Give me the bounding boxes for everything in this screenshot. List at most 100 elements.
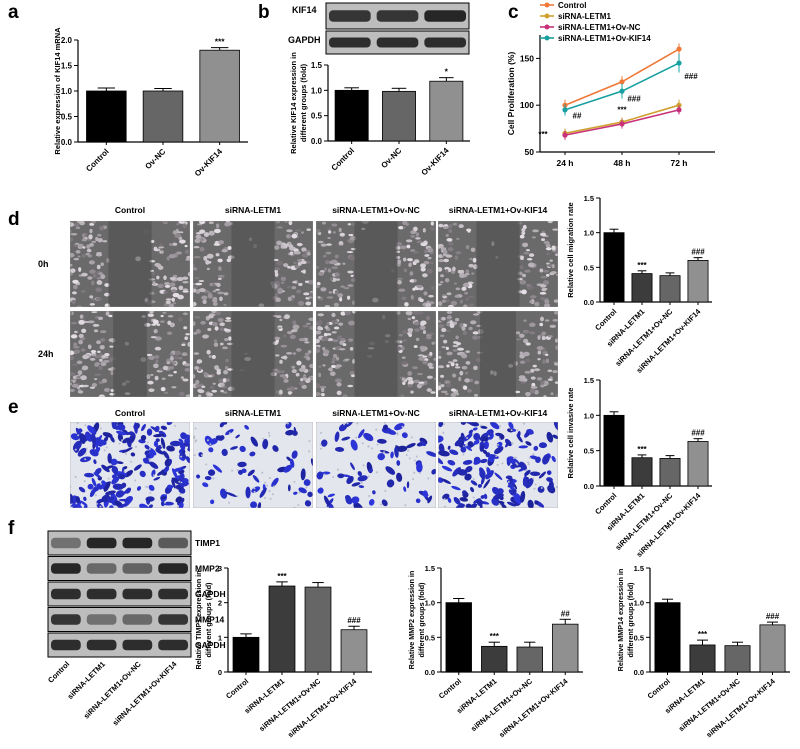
blot-label-gapdh: GAPDH — [288, 35, 321, 45]
micrograph-column-label: siRNA-LETM1+Ov-NC — [332, 408, 420, 418]
panel-letter-b: b — [258, 2, 270, 23]
significance-label: ### — [766, 612, 780, 621]
gapdh-1-band — [86, 588, 117, 600]
significance-label: *** — [538, 130, 548, 139]
bar — [724, 645, 751, 673]
bar — [631, 457, 653, 487]
y-tick-label: 50 — [525, 147, 535, 157]
bar — [654, 602, 681, 673]
micrograph-column-label: Control — [115, 205, 145, 215]
bar — [334, 89, 369, 142]
blot-label-mmp14: MMP14 — [195, 615, 225, 625]
micrograph — [316, 221, 436, 307]
micrograph — [70, 221, 190, 307]
bar — [382, 90, 416, 142]
y-tick-label: 0.0 — [584, 298, 594, 307]
y-axis-label: Relative MMP2 expression indifferent gro… — [407, 571, 426, 670]
significance-label: *** — [637, 445, 647, 454]
significance-label: ### — [691, 248, 705, 257]
x-tick-label: Control — [84, 147, 110, 173]
y-axis-label: Cell Proliferation (%) — [506, 52, 516, 136]
blot-label-kif14: KIF14 — [292, 5, 317, 15]
y-tick-label: 0.5 — [634, 633, 644, 642]
gapdh-b-band — [329, 37, 371, 48]
micrograph — [438, 311, 558, 397]
y-tick-label: 0.5 — [61, 113, 73, 122]
transwell-micrographs: Control siRNA-LETM1 siRNA-LETM1+Ov-NC siRNA… — [70, 408, 558, 508]
micrograph — [316, 311, 436, 397]
y-tick-label: 0.5 — [311, 112, 323, 121]
gapdh-1-band — [51, 588, 81, 600]
bar-chart-a: 0.0 0.5 1.0 1.5 2.0 Control Ov-NC *** Ov-KIF14 Re… — [53, 27, 248, 178]
x-tick-label: Ov-KIF14 — [420, 146, 452, 178]
bar-chart-b: 0.0 0.5 1.0 1.5 Control Ov-NC * Ov-KIF14 Relativ… — [289, 52, 470, 178]
y-tick-label: 0.0 — [425, 668, 435, 677]
blot-label-gapdh-1: GAPDH — [195, 589, 226, 599]
y-axis-label: Relative KIF14 expression indifferent gr… — [289, 52, 308, 154]
micrograph-row-label: 0h — [38, 259, 49, 269]
timp1-band — [51, 537, 81, 549]
y-tick-label: 1.0 — [584, 229, 594, 238]
bar — [142, 90, 184, 143]
x-tick-label: siRNA-LETM1+Ov-KIF14 — [704, 676, 777, 739]
bar — [516, 646, 543, 673]
bar — [552, 623, 579, 673]
bar-chart-e: 0.00.51.01.5Control***siRNA-LETM1siRNA-L… — [566, 376, 712, 559]
x-tick-label: Control — [646, 677, 672, 701]
significance-label: ### — [347, 616, 361, 625]
legend-entry: siRNA-LETM1 — [558, 12, 611, 21]
x-tick-label: 48 h — [613, 158, 630, 168]
gapdh-1-band — [122, 588, 153, 600]
y-tick-label: 0.5 — [425, 633, 435, 642]
y-axis-label: Relative expression of KIF14 mRNA — [53, 27, 62, 155]
x-tick-label: siRNA-LETM1+Ov-NC — [677, 676, 742, 733]
significance-label: *** — [617, 106, 627, 115]
x-tick-label: siRNA-LETM1+Ov-NC — [469, 676, 534, 733]
wound-healing-micrographs: Control siRNA-LETM1 siRNA-LETM1+Ov-NC siRNA… — [38, 205, 558, 397]
significance-label: *** — [637, 261, 647, 270]
panel-letter-e: e — [8, 397, 19, 418]
y-tick-label: 1.5 — [61, 62, 73, 71]
y-tick-label: 0.0 — [634, 668, 644, 677]
y-tick-label: 2 — [218, 599, 222, 608]
micrograph-column-label: siRNA-LETM1+Ov-NC — [332, 205, 420, 215]
gapdh-2-band — [86, 639, 117, 651]
y-tick-label: 1.5 — [634, 564, 644, 573]
significance-label: *** — [490, 632, 500, 641]
data-point — [562, 107, 568, 113]
micrograph — [193, 422, 313, 508]
mmp2-band — [86, 563, 117, 574]
y-tick-label: 3 — [218, 564, 222, 573]
gapdh-1-band — [158, 588, 188, 600]
y-axis-label: Relative TIMP1 expression indifferent gr… — [194, 570, 213, 669]
y-tick-label: 0.5 — [584, 263, 594, 272]
significance-label: ### — [691, 429, 705, 438]
timp1-band — [86, 537, 117, 549]
data-point — [619, 79, 625, 85]
legend-entry: siRNA-LETM1+Ov-KIF14 — [558, 34, 651, 43]
timp1-band — [122, 537, 153, 549]
bar — [689, 644, 716, 673]
y-tick-label: 1.5 — [584, 194, 594, 203]
significance-label: *** — [698, 630, 708, 639]
micrograph — [316, 422, 436, 508]
x-tick-label: Control — [224, 677, 250, 701]
data-point — [676, 60, 682, 66]
micrograph — [193, 311, 313, 397]
panel-letter-c: c — [508, 2, 519, 23]
micrograph-column-label: siRNA-LETM1+Ov-KIF14 — [449, 205, 548, 215]
bar — [232, 636, 260, 673]
y-axis-label: Relative cell invasive rate — [566, 388, 575, 479]
mmp14-band — [51, 614, 81, 625]
panel-letter-a: a — [8, 2, 19, 23]
y-tick-label: 1.0 — [311, 86, 323, 95]
bar — [631, 273, 653, 303]
micrograph-column-label: Control — [115, 408, 145, 418]
y-tick-label: 1.0 — [61, 87, 73, 96]
data-point — [676, 46, 682, 52]
bar — [659, 458, 681, 487]
bar-chart-f2: 0.00.51.01.5Control***siRNA-LETM1siRNA-L… — [407, 564, 583, 739]
gapdh-2-band — [51, 639, 81, 651]
y-tick-label: 1.0 — [634, 599, 644, 608]
